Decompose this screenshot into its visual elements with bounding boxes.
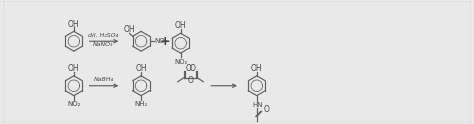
Text: NO₂: NO₂	[67, 101, 81, 107]
Text: dil. H₂SO₄: dil. H₂SO₄	[89, 33, 118, 38]
Text: O: O	[188, 76, 193, 85]
Text: OH: OH	[68, 64, 80, 73]
Text: O: O	[264, 105, 270, 114]
Text: OH: OH	[175, 21, 186, 30]
Text: OH: OH	[251, 64, 263, 73]
FancyBboxPatch shape	[3, 1, 471, 123]
Text: NO₂: NO₂	[174, 59, 187, 64]
Text: +: +	[160, 35, 170, 48]
Text: HN: HN	[253, 102, 263, 108]
Text: NH₂: NH₂	[135, 101, 148, 107]
Text: NaBH₄: NaBH₄	[93, 77, 113, 82]
Text: NO₂: NO₂	[154, 38, 167, 44]
Text: NaNO₃: NaNO₃	[93, 42, 114, 47]
Text: OH: OH	[124, 25, 136, 34]
Text: O: O	[186, 64, 191, 73]
Text: OH: OH	[135, 64, 147, 73]
Text: O: O	[190, 64, 195, 73]
Text: OH: OH	[68, 20, 80, 29]
